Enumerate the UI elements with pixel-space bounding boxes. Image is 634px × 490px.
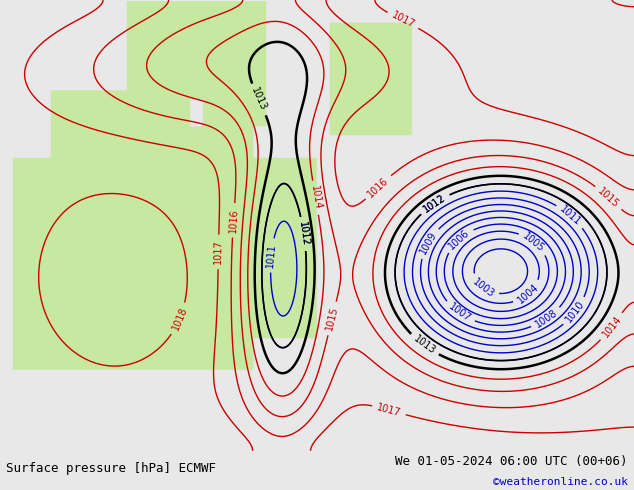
Text: 1016: 1016	[228, 208, 239, 233]
Text: 1016: 1016	[366, 175, 391, 199]
Text: 1017: 1017	[376, 402, 402, 418]
Text: 1011: 1011	[265, 243, 278, 268]
Text: 1012: 1012	[422, 192, 448, 215]
Text: 1004: 1004	[515, 282, 541, 306]
Text: 1018: 1018	[170, 306, 189, 332]
Text: 1007: 1007	[446, 302, 472, 324]
Text: 1010: 1010	[564, 299, 586, 324]
Text: 1017: 1017	[213, 240, 224, 265]
Text: 1011: 1011	[558, 204, 583, 227]
Text: 1003: 1003	[470, 276, 496, 299]
Text: 1012: 1012	[297, 221, 311, 247]
Text: 1005: 1005	[521, 231, 547, 254]
Text: We 01-05-2024 06:00 UTC (00+06): We 01-05-2024 06:00 UTC (00+06)	[395, 455, 628, 468]
Text: 1013: 1013	[411, 334, 437, 356]
Text: 1017: 1017	[390, 10, 416, 30]
Text: 1012: 1012	[297, 221, 311, 247]
Text: 1014: 1014	[600, 314, 623, 340]
Text: 1014: 1014	[309, 185, 323, 211]
Text: 1006: 1006	[447, 227, 472, 251]
Text: 1015: 1015	[596, 186, 621, 210]
Text: Surface pressure [hPa] ECMWF: Surface pressure [hPa] ECMWF	[6, 462, 216, 475]
Text: 1008: 1008	[534, 308, 559, 330]
Text: 1012: 1012	[422, 192, 448, 215]
Text: 1009: 1009	[418, 230, 439, 256]
Text: 1015: 1015	[325, 305, 340, 332]
Text: ©weatheronline.co.uk: ©weatheronline.co.uk	[493, 477, 628, 487]
Text: 1013: 1013	[250, 86, 269, 113]
